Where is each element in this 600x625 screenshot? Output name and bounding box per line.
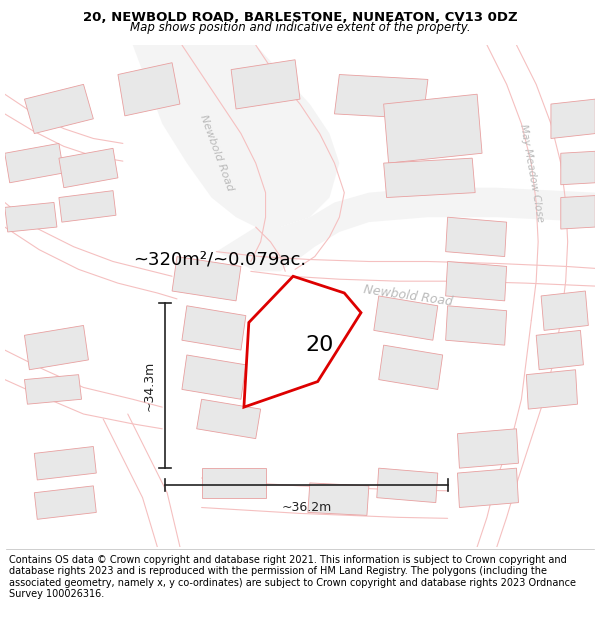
Polygon shape	[551, 99, 595, 139]
Polygon shape	[374, 296, 438, 340]
Polygon shape	[182, 306, 246, 350]
Text: Map shows position and indicative extent of the property.: Map shows position and indicative extent…	[130, 21, 470, 34]
Text: ~320m²/~0.079ac.: ~320m²/~0.079ac.	[133, 251, 306, 269]
Text: Newbold Road: Newbold Road	[363, 283, 454, 309]
Text: May Meadow Close: May Meadow Close	[518, 123, 545, 222]
Polygon shape	[536, 331, 583, 370]
Text: Newbold Road: Newbold Road	[198, 114, 235, 192]
Polygon shape	[457, 429, 518, 468]
Polygon shape	[231, 60, 300, 109]
Polygon shape	[526, 370, 578, 409]
Polygon shape	[379, 345, 443, 389]
Polygon shape	[334, 74, 428, 119]
Polygon shape	[118, 62, 180, 116]
Polygon shape	[446, 261, 506, 301]
Polygon shape	[446, 306, 506, 345]
Polygon shape	[202, 468, 266, 498]
Polygon shape	[217, 188, 595, 271]
Text: ~34.3m: ~34.3m	[142, 361, 155, 411]
Polygon shape	[34, 446, 96, 480]
Polygon shape	[383, 94, 482, 163]
Polygon shape	[5, 202, 57, 232]
Polygon shape	[244, 276, 361, 407]
Polygon shape	[182, 355, 246, 399]
Polygon shape	[308, 483, 369, 516]
Polygon shape	[25, 374, 82, 404]
Polygon shape	[457, 468, 518, 508]
Polygon shape	[377, 468, 438, 502]
Polygon shape	[5, 143, 64, 182]
Polygon shape	[25, 84, 94, 134]
Text: 20, NEWBOLD ROAD, BARLESTONE, NUNEATON, CV13 0DZ: 20, NEWBOLD ROAD, BARLESTONE, NUNEATON, …	[83, 11, 517, 24]
Text: 20: 20	[305, 335, 334, 355]
Polygon shape	[561, 151, 595, 185]
Polygon shape	[133, 45, 340, 227]
Polygon shape	[446, 217, 506, 257]
Polygon shape	[172, 257, 241, 301]
Polygon shape	[59, 148, 118, 188]
Polygon shape	[34, 486, 96, 519]
Polygon shape	[541, 291, 589, 331]
Polygon shape	[59, 191, 116, 222]
Polygon shape	[561, 196, 595, 229]
Text: Contains OS data © Crown copyright and database right 2021. This information is : Contains OS data © Crown copyright and d…	[9, 555, 576, 599]
Text: ~36.2m: ~36.2m	[281, 501, 332, 514]
Polygon shape	[25, 326, 88, 370]
Polygon shape	[383, 158, 475, 198]
Polygon shape	[197, 399, 260, 439]
